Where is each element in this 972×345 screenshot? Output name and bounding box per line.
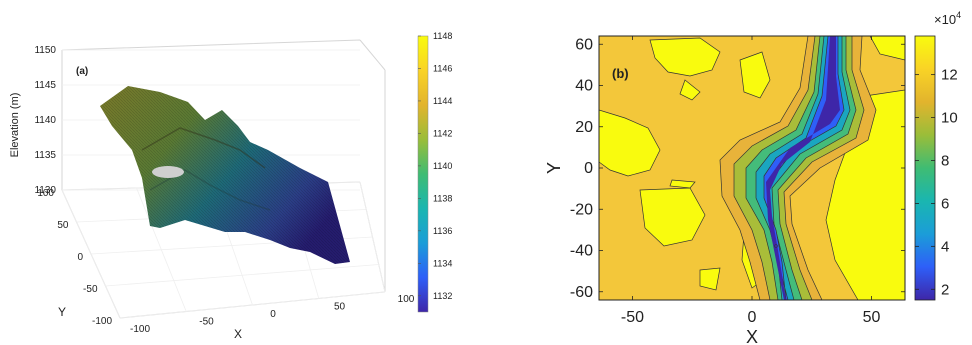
colorbar-tick-label-b: 2	[941, 281, 949, 298]
colorbar-tick-label-a: 1148	[433, 31, 452, 41]
colorbar-tick-label-a: 1146	[433, 63, 452, 73]
colorbar-tick-label-a: 1140	[433, 161, 452, 171]
colorbar-tick-label-b: 6	[941, 195, 949, 212]
x-tick-label-b: 0	[748, 309, 757, 326]
colorbar-tick-label-a: 1144	[433, 96, 452, 106]
colorbar-ticks-b: 2 4 6 8 10 12	[915, 67, 958, 298]
colorbar-tick-label-a: 1142	[433, 128, 452, 138]
y-tick-label-b: -60	[570, 284, 593, 301]
x-tick-label-b: 50	[863, 309, 881, 326]
elevation-surface	[100, 86, 350, 264]
y-tick-label-b: 40	[575, 78, 593, 95]
x-tick-label: 0	[270, 309, 276, 320]
y-tick-label: 0	[77, 252, 83, 263]
x-axis-label-a: X	[234, 327, 242, 341]
x-tick-label-b: -50	[621, 309, 644, 326]
tick-labels-b: -50 0 50 60 40 20 0 -20 -40 -60	[570, 36, 905, 326]
x-tick-label: 50	[334, 302, 346, 313]
panel-label-a: (a)	[76, 66, 88, 77]
colorbar-exponent-base: ×10	[934, 12, 956, 27]
colorbar-tick-label-b: 8	[941, 152, 949, 169]
y-tick-label-b: -40	[570, 243, 593, 260]
z-axis-label-a: Elevation (m)	[9, 93, 21, 158]
panel-label-b: (b)	[612, 66, 629, 81]
highlight-ellipse	[152, 166, 184, 178]
z-tick-label: 1150	[34, 45, 56, 56]
y-tick-label-b: 60	[575, 36, 593, 53]
z-tick-label: 1130	[34, 185, 56, 196]
colorbar-exponent-b: ×104	[934, 10, 961, 27]
y-axis-label-b: Y	[544, 162, 564, 174]
tick-labels-a: 1130 1135 1140 1145 1150 100 50 0 -50 -100 -100 -50…	[34, 45, 414, 335]
colorbar-tick-label-a: 1136	[433, 226, 452, 236]
y-tick-label-b: -20	[570, 201, 593, 218]
contour-field	[599, 36, 905, 300]
x-axis-label-b: X	[746, 327, 758, 345]
colorbar-tick-label-b: 10	[941, 110, 958, 127]
colorbar-a	[417, 35, 429, 313]
panel-a-surface-plot: (a) Elevation (m) X Y 113011351140114511…	[9, 31, 452, 341]
z-tick-label: 1140	[34, 115, 56, 126]
colorbar-tick-label-a: 1138	[433, 193, 452, 203]
y-tick-label: 100	[37, 188, 54, 199]
colorbar-tick-label-b: 12	[941, 67, 958, 84]
colorbar-tick-label-b: 4	[941, 238, 949, 255]
x-tick-label: -100	[130, 324, 150, 335]
colorbar-exponent-power: 4	[956, 10, 961, 20]
colorbar-tick-label-a: 1134	[433, 258, 452, 268]
z-tick-label: 1145	[34, 80, 56, 91]
y-tick-label-b: 20	[575, 119, 593, 136]
x-tick-label: 100	[398, 294, 415, 305]
y-tick-label: -100	[92, 316, 112, 327]
colorbar-b	[914, 35, 936, 301]
colorbar-ticks-a: 1132 1134 1136 1138 1140 1142 1144 1146 1148	[418, 31, 452, 301]
y-axis-label-a: Y	[58, 305, 66, 319]
colorbar-tick-label-a: 1132	[433, 291, 452, 301]
x-tick-label: -50	[199, 317, 214, 328]
x-grid-line	[61, 189, 121, 319]
x-grid-line	[136, 187, 187, 312]
y-tick-label: -50	[83, 284, 98, 295]
x-grid-line	[359, 181, 386, 293]
y-tick-label-b: 0	[584, 160, 593, 177]
y-tick-label: 50	[57, 220, 69, 231]
z-tick-label: 1135	[34, 150, 56, 161]
